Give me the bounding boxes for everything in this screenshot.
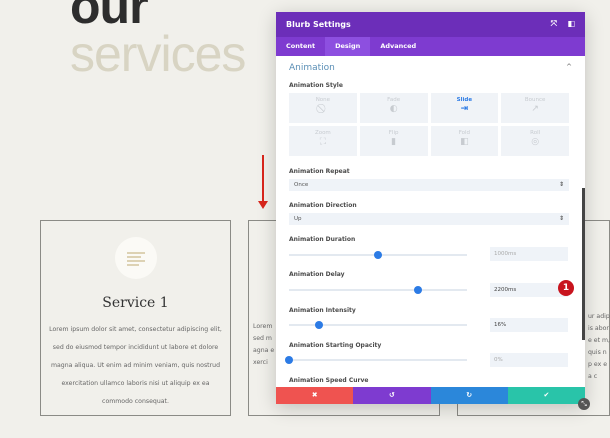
resize-handle-icon[interactable]: ⤡ — [578, 398, 590, 410]
slide-icon: ⇥ — [460, 104, 469, 114]
style-option-roll[interactable]: Roll ◎ — [501, 126, 569, 156]
slider-thumb[interactable] — [285, 356, 293, 364]
tab-bar: Content Design Advanced — [276, 37, 585, 56]
tab-design[interactable]: Design — [325, 37, 371, 56]
hero-heading: our services — [70, 0, 275, 79]
card-text: Lorem ipsum dolor sit amet, consectetur … — [49, 326, 222, 405]
panel-body: Animation^ Animation Style None⃠Fade◐Sli… — [276, 56, 585, 387]
style-option-fade[interactable]: Fade ◐ — [359, 93, 428, 123]
animation-style-grid: None⃠Fade◐Slide⇥Bounce↗Zoom⛶Flip▮Fold◧Ro… — [289, 93, 569, 156]
bounce-icon: ↗ — [531, 104, 539, 114]
style-option-label: None — [315, 97, 331, 103]
style-option-flip[interactable]: Flip ▮ — [359, 126, 428, 156]
fullscreen-icon[interactable]: ⤧ — [550, 19, 557, 28]
animation-section-header[interactable]: Animation ^ — [289, 63, 572, 73]
tab-advanced[interactable]: Advanced — [380, 42, 417, 50]
hero-word-2: services — [70, 26, 246, 82]
duration-label: Animation Duration — [289, 236, 356, 243]
direction-select[interactable]: Up ⇕ — [289, 213, 569, 225]
panel-title: Blurb Settings — [286, 20, 351, 29]
chevron-up-icon[interactable]: ^ — [566, 63, 572, 71]
style-option-label: Zoom — [314, 130, 331, 136]
undo-button[interactable]: ↺ — [353, 387, 431, 404]
intensity-label: Animation Intensity — [289, 307, 356, 314]
repeat-value: Once — [294, 182, 309, 188]
delay-label: Animation Delay — [289, 271, 345, 278]
style-option-bounce[interactable]: Bounce ↗ — [501, 93, 569, 123]
cancel-button[interactable]: ✖ — [276, 387, 354, 404]
panel-header: Blurb Settings ⤧ ◧ — [276, 12, 585, 37]
style-option-label: Fold — [458, 130, 471, 136]
intensity-input[interactable]: 16% — [490, 318, 568, 332]
opacity-label: Animation Starting Opacity — [289, 342, 382, 349]
style-option-slide[interactable]: Slide ⇥ — [430, 93, 499, 123]
select-arrows-icon: ⇕ — [558, 215, 564, 222]
animation-style-label: Animation Style — [289, 82, 343, 89]
tab-content[interactable]: Content — [286, 42, 316, 50]
style-option-fold[interactable]: Fold ◧ — [430, 126, 499, 156]
repeat-select[interactable]: Once ⇕ — [289, 179, 569, 191]
repeat-label: Animation Repeat — [289, 168, 350, 175]
slider-thumb[interactable] — [315, 321, 324, 329]
speed-curve-label: Animation Speed Curve — [289, 377, 369, 384]
blurb-settings-panel: Blurb Settings ⤧ ◧ Content Design Advanc… — [276, 12, 585, 404]
opacity-input[interactable]: 0% — [490, 353, 568, 367]
step-badge: 1 — [558, 280, 574, 296]
direction-label: Animation Direction — [289, 202, 357, 209]
direction-value: Up — [294, 216, 302, 222]
intensity-slider[interactable] — [289, 321, 467, 329]
zoom-icon: ⛶ — [319, 137, 327, 147]
save-button[interactable]: ✔ — [507, 387, 585, 404]
fade-icon: ◐ — [389, 104, 398, 114]
style-option-label: Bounce — [524, 97, 546, 103]
opacity-slider[interactable] — [285, 356, 467, 364]
card-text: ur adipis abore et m, quis n p ex ea c — [588, 313, 610, 380]
select-arrows-icon: ⇕ — [558, 181, 564, 188]
redo-icon: ↻ — [466, 391, 473, 399]
service-card-1[interactable]: Service 1 Lorem ipsum dolor sit amet, co… — [40, 220, 231, 416]
style-option-label: Flip — [388, 130, 399, 136]
delay-slider[interactable] — [289, 286, 467, 294]
section-title: Animation — [289, 63, 335, 73]
duration-input[interactable]: 1000ms — [490, 247, 568, 261]
style-option-zoom[interactable]: Zoom ⛶ — [289, 126, 357, 156]
hero-word-1: our — [70, 0, 149, 34]
panel-footer: ✖ ↺ ↻ ✔ — [276, 387, 585, 404]
style-option-label: Roll — [530, 130, 541, 136]
text-icon — [115, 237, 157, 279]
delay-input[interactable]: 2200ms — [490, 283, 568, 297]
slider-thumb[interactable] — [374, 251, 382, 259]
roll-icon: ◎ — [531, 137, 540, 147]
scrollbar[interactable] — [582, 188, 585, 340]
sidebar-toggle-icon[interactable]: ◧ — [567, 19, 575, 28]
redo-button[interactable]: ↻ — [430, 387, 508, 404]
flip-icon: ▮ — [391, 137, 397, 147]
fold-icon: ◧ — [460, 137, 469, 147]
duration-slider[interactable] — [289, 251, 467, 259]
style-option-none[interactable]: None⃠ — [289, 93, 357, 123]
red-arrow-annotation — [258, 155, 268, 209]
card-title: Service 1 — [102, 295, 169, 311]
card-text: Lorem sed magna exerci — [253, 323, 275, 366]
style-option-label: Slide — [456, 97, 473, 103]
none-icon: ⃠ — [289, 104, 357, 114]
style-option-label: Fade — [387, 97, 401, 103]
undo-icon: ↺ — [388, 391, 395, 399]
check-icon: ✔ — [543, 391, 550, 399]
slider-thumb[interactable] — [414, 286, 423, 294]
close-icon: ✖ — [311, 391, 318, 399]
